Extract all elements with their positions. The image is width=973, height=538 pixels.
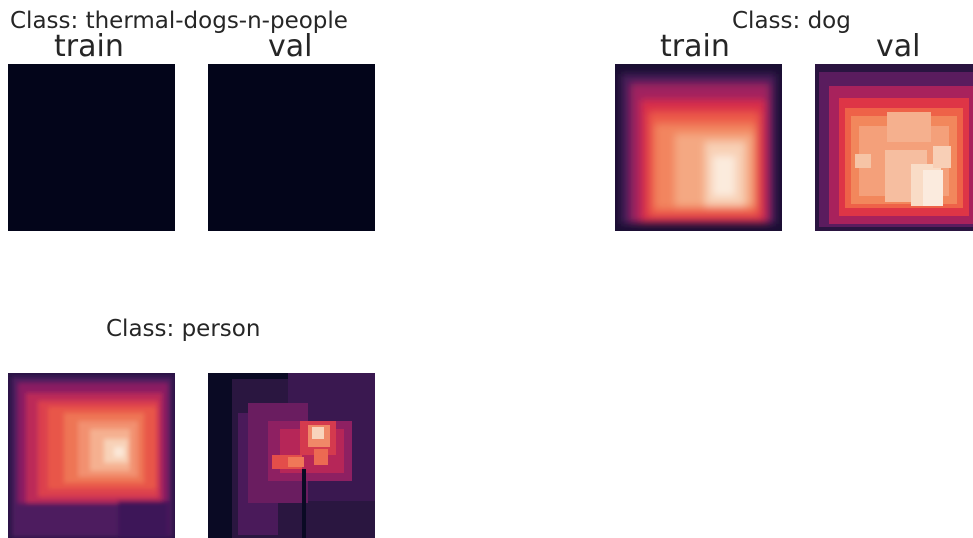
class-title-person: Class: person <box>106 316 261 342</box>
split-label-thermal-train: train <box>54 29 124 64</box>
class-title-dog: Class: dog <box>732 8 851 34</box>
split-label-dog-val: val <box>876 29 921 64</box>
split-label-thermal-val: val <box>268 29 313 64</box>
heatmap-thermal-train <box>8 64 175 231</box>
heatmap-dog-val <box>815 64 973 231</box>
heatmap-person-val <box>208 373 375 538</box>
heatmap-person-train <box>8 373 175 538</box>
class-title-thermal: Class: thermal-dogs-n-people <box>10 8 348 34</box>
heatmap-dog-train <box>615 64 782 231</box>
heatmap-thermal-val <box>208 64 375 231</box>
split-label-dog-train: train <box>660 29 730 64</box>
